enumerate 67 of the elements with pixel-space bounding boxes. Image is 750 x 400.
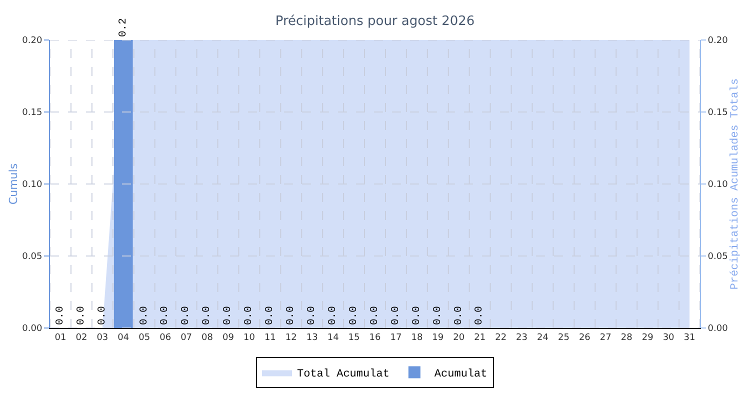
x-tick-label: 20	[453, 332, 465, 343]
data-label: 0.0	[243, 306, 256, 325]
legend-label: Total Acumulat	[297, 368, 390, 381]
data-label: 0.0	[306, 306, 318, 325]
y2-tick-label: 0.15	[708, 108, 728, 118]
x-tick-label: 10	[243, 332, 256, 343]
data-label: 0.0	[285, 306, 298, 325]
data-label: 0.0	[452, 306, 465, 325]
x-tick-label: 13	[306, 332, 318, 343]
x-tick-label: 05	[138, 332, 150, 343]
data-label: 0.0	[75, 306, 88, 325]
data-label: 0.0	[368, 306, 381, 325]
x-tick-label: 16	[369, 332, 381, 343]
data-label: 0.0	[410, 306, 423, 325]
x-tick-label: 26	[578, 332, 591, 343]
x-tick-label: 04	[118, 332, 130, 343]
x-tick-label: 18	[411, 332, 423, 343]
data-label: 0.0	[474, 306, 486, 325]
data-label: 0.0	[264, 306, 276, 325]
x-tick-label: 12	[285, 332, 297, 343]
data-label: 0.2	[117, 18, 130, 37]
x-tick-label: 11	[264, 332, 276, 343]
data-label: 0.0	[180, 306, 192, 325]
y-tick-label: 0.05	[22, 252, 42, 262]
y-tick-label: 0.15	[22, 108, 42, 118]
chart-title: Précipitations pour agost 2026	[275, 14, 475, 30]
x-tick-label: 03	[96, 332, 108, 343]
y-axis-title: Cumuls	[6, 163, 20, 205]
y-tick-label: 0.10	[22, 180, 42, 190]
x-tick-label: 02	[76, 332, 88, 343]
y2-tick-label: 0.05	[708, 252, 728, 262]
x-tick-label: 14	[327, 332, 340, 343]
data-label: 0.0	[138, 306, 150, 325]
data-label: 0.0	[54, 306, 66, 325]
x-tick-label: 25	[558, 332, 570, 343]
data-label: 0.0	[326, 306, 339, 325]
x-tick-label: 28	[620, 332, 633, 343]
x-tick-label: 21	[474, 332, 486, 343]
data-label: 0.0	[222, 306, 234, 325]
data-label: 0.0	[96, 306, 108, 325]
x-tick-label: 06	[160, 332, 172, 343]
data-label: 0.0	[432, 306, 444, 325]
x-tick-label: 22	[495, 332, 507, 343]
y-tick-label: 0.00	[22, 324, 42, 334]
y-tick-label: 0.20	[22, 36, 42, 46]
data-label: 0.0	[159, 306, 172, 325]
x-tick-label: 24	[537, 332, 549, 343]
x-tick-label: 15	[348, 332, 360, 343]
legend-label: Acumulat	[434, 368, 488, 381]
y2-axis-title: Précipitations Acumulades Totals	[729, 78, 742, 290]
x-tick-label: 08	[202, 332, 214, 343]
x-tick-label: 31	[684, 332, 696, 343]
data-label: 0.0	[201, 306, 214, 325]
x-tick-label: 17	[390, 332, 402, 343]
x-tick-label: 07	[180, 332, 192, 343]
y2-tick-label: 0.10	[708, 180, 728, 190]
data-label: 0.0	[390, 306, 402, 325]
x-tick-label: 19	[432, 332, 444, 343]
y2-tick-label: 0.20	[708, 36, 728, 46]
data-label: 0.0	[348, 306, 360, 325]
x-tick-label: 27	[600, 332, 612, 343]
y2-tick-label: 0.00	[708, 324, 728, 334]
x-tick-label: 09	[222, 332, 234, 343]
x-tick-label: 29	[642, 332, 654, 343]
x-tick-label: 01	[54, 332, 66, 343]
x-tick-label: 30	[662, 332, 675, 343]
x-tick-label: 23	[516, 332, 528, 343]
